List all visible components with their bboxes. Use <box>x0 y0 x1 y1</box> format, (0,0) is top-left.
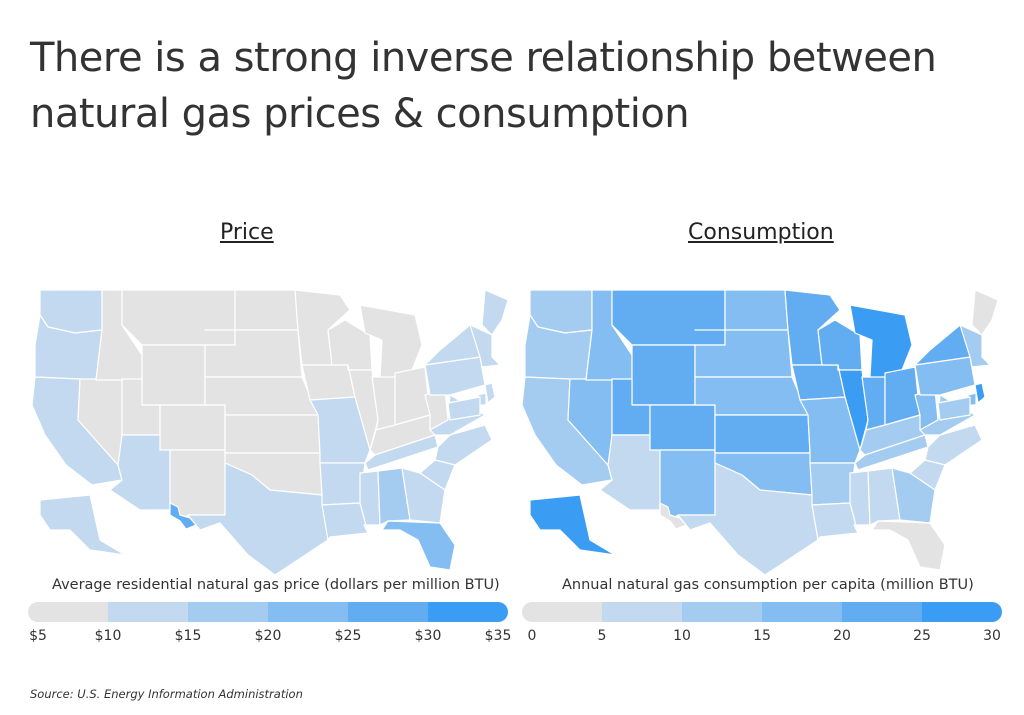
legend-tick-label: 15 <box>753 628 771 644</box>
price-map-heading: Price <box>220 220 274 245</box>
legend-segment <box>522 602 602 622</box>
legend-tick-label: 30 <box>983 628 1001 644</box>
state-me <box>481 289 509 336</box>
state-md <box>447 396 481 421</box>
state-ak <box>529 494 616 556</box>
legend-segment <box>268 602 348 622</box>
state-ga <box>401 467 446 524</box>
state-ia <box>301 364 356 401</box>
state-al <box>377 467 411 526</box>
legend-tick-label: $10 <box>94 628 122 644</box>
state-mt <box>611 289 726 346</box>
state-mt <box>121 289 236 346</box>
state-co <box>159 404 226 451</box>
legend-segment <box>682 602 762 622</box>
legend-segment <box>602 602 682 622</box>
legend-segment <box>922 602 1002 622</box>
legend-segment <box>762 602 842 622</box>
consumption-legend-title: Annual natural gas consumption per capit… <box>562 577 974 593</box>
consumption-choropleth-map <box>521 289 999 575</box>
state-nd <box>234 289 299 331</box>
state-ks <box>224 414 321 454</box>
state-ia <box>791 364 846 401</box>
state-wa <box>39 289 103 334</box>
legend-segment <box>28 602 108 622</box>
legend-tick-label: $15 <box>174 628 202 644</box>
source-note: Source: U.S. Energy Information Administ… <box>30 687 303 701</box>
state-ne-us <box>959 324 991 368</box>
legend-tick-label: $20 <box>254 628 282 644</box>
price-legend-title: Average residential natural gas price (d… <box>52 577 500 593</box>
state-la <box>321 502 369 541</box>
state-wa <box>529 289 593 334</box>
state-ne-us <box>469 324 501 368</box>
state-la <box>811 502 859 541</box>
legend-segment <box>188 602 268 622</box>
legend-tick-label: 10 <box>673 628 691 644</box>
legend-tick-label: $25 <box>334 628 362 644</box>
legend-tick-label: $35 <box>484 628 512 644</box>
legend-tick-label: 25 <box>913 628 931 644</box>
state-al <box>867 467 901 526</box>
state-co <box>649 404 716 451</box>
page-title: There is a strong inverse relationship b… <box>30 35 937 137</box>
consumption-legend-bar <box>522 602 1002 622</box>
price-choropleth-map <box>31 289 509 575</box>
legend-segment <box>348 602 428 622</box>
state-nj <box>974 382 986 404</box>
state-tn <box>364 434 439 471</box>
state-nd <box>724 289 789 331</box>
state-wy <box>141 344 206 406</box>
state-ks <box>714 414 811 454</box>
legend-segment <box>842 602 922 622</box>
state-fl <box>381 520 456 571</box>
state-me <box>971 289 999 336</box>
state-ak <box>39 494 126 556</box>
legend-tick-label: 0 <box>527 628 537 644</box>
state-tn <box>854 434 929 471</box>
state-nj <box>484 382 496 404</box>
state-ar <box>809 462 856 506</box>
state-ar <box>319 462 366 506</box>
state-hi <box>169 502 197 530</box>
legend-tick-label: $30 <box>414 628 442 644</box>
state-hi <box>659 502 687 530</box>
state-ga <box>891 467 936 524</box>
legend-segment <box>428 602 508 622</box>
legend-tick-label: 20 <box>833 628 851 644</box>
state-wy <box>631 344 696 406</box>
consumption-map-heading: Consumption <box>688 220 834 245</box>
price-legend-bar <box>28 602 508 622</box>
legend-segment <box>108 602 188 622</box>
state-md <box>937 396 971 421</box>
state-fl <box>871 520 946 571</box>
legend-tick-label: $5 <box>29 628 47 644</box>
legend-tick-label: 5 <box>597 628 607 644</box>
